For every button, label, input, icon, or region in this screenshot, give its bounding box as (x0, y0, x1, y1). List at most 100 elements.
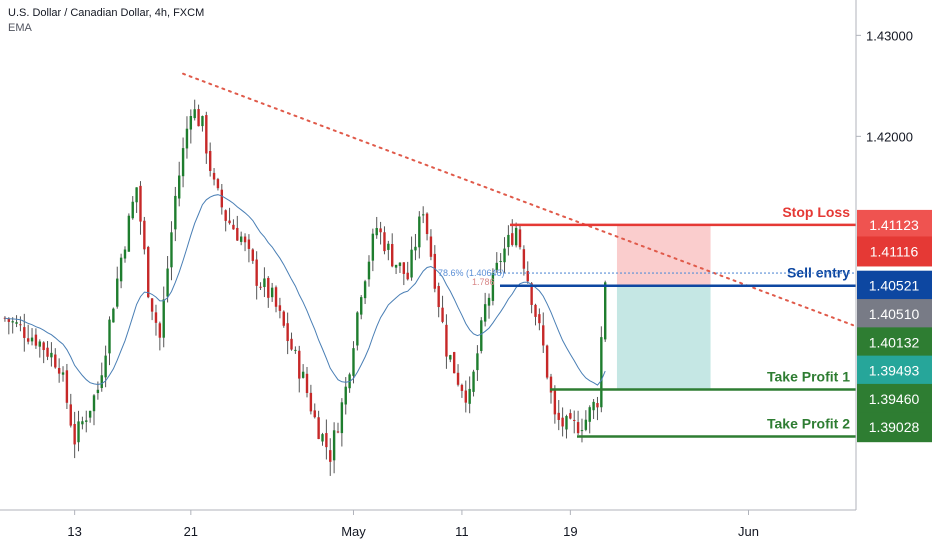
candle-body (596, 403, 599, 408)
time-tick-label: Jun (738, 524, 759, 539)
reward-zone (616, 285, 711, 390)
candle-body (185, 128, 189, 149)
candle-body (542, 325, 545, 346)
candle-body (383, 232, 386, 252)
candle-body (263, 278, 266, 288)
candle-body (181, 148, 185, 177)
resistance-trendline (182, 72, 855, 327)
candle-body (507, 234, 510, 248)
candle-body (441, 307, 444, 322)
price-badge-label: 1.40510 (869, 306, 920, 322)
candle-body (584, 419, 588, 430)
level-label: Take Profit 2 (767, 415, 850, 431)
candle-body (228, 220, 231, 224)
candle-body (391, 244, 394, 267)
candle-body (491, 272, 495, 301)
candle-body (360, 297, 363, 315)
price-badge (857, 209, 932, 240)
candle-body (499, 260, 502, 262)
candle-body (321, 434, 324, 442)
time-tick-label: 19 (563, 524, 577, 539)
candle-body (42, 342, 45, 351)
candle-body (73, 423, 76, 445)
time-tick-label: 21 (184, 524, 198, 539)
candle-body (410, 249, 413, 278)
trendline-layer[interactable] (182, 72, 855, 327)
candle-body (201, 116, 204, 127)
candle-body (251, 249, 254, 261)
candle-body (464, 390, 467, 403)
candle-body (309, 392, 313, 412)
candle-body (15, 322, 18, 324)
candle-body (476, 353, 479, 371)
indicator-label[interactable]: EMA (8, 22, 32, 34)
candle-body (398, 262, 402, 266)
fib-label: 78.6% (1.40646) (438, 268, 505, 278)
candle-body (371, 233, 375, 261)
candle-body (437, 286, 440, 308)
candle-body (119, 257, 123, 282)
candle-body (85, 420, 88, 422)
candle-body (100, 375, 103, 389)
level-label: Stop Loss (782, 204, 850, 220)
level-lines[interactable]: Stop Loss Sell entry Take Profit 1 Take Pro… (438, 204, 856, 438)
candle-body (96, 389, 100, 394)
candle-body (604, 282, 607, 340)
candle-body (116, 278, 119, 307)
candle-body (189, 115, 193, 130)
candle-body (267, 277, 270, 298)
candle-body (325, 433, 328, 448)
price-badge (857, 236, 932, 267)
candle-body (298, 350, 301, 379)
candle-body (135, 187, 138, 203)
candle-body (147, 247, 150, 298)
candle-body (433, 253, 437, 289)
candle-body (255, 259, 258, 286)
price-badge-label: 1.39028 (869, 419, 920, 435)
candle-body (294, 349, 297, 351)
candle-body (394, 264, 398, 268)
candle-body (487, 297, 491, 306)
candle-body (588, 407, 591, 422)
candle-body (557, 412, 560, 420)
candle-body (545, 345, 549, 378)
candle-body (421, 214, 425, 216)
time-tick-label: May (341, 524, 366, 539)
candle-body (576, 422, 580, 434)
candle-body (197, 109, 200, 127)
candle-body (569, 413, 572, 419)
candle-body (104, 355, 107, 378)
time-axis[interactable]: 13 21 May 11 19 Jun (0, 509, 856, 539)
candle-body (30, 337, 34, 342)
candle-body (290, 338, 293, 350)
price-badge (857, 383, 932, 414)
candle-body (50, 352, 53, 358)
candle-body (212, 172, 216, 180)
candle-body (452, 352, 456, 374)
candle-body (282, 311, 285, 326)
candle-body (162, 299, 165, 338)
candle-body (387, 243, 390, 250)
candle-body (429, 236, 433, 257)
candle-body (313, 410, 316, 418)
candle-body (336, 431, 340, 433)
candle-body (193, 109, 196, 119)
candle-body (57, 367, 61, 374)
candle-body (77, 421, 80, 443)
candle-body (514, 227, 518, 246)
chart-title: U.S. Dollar / Canadian Dollar, 4h, FXCM (8, 7, 205, 19)
candle-body (503, 248, 506, 263)
candle-body (274, 287, 278, 307)
time-tick-label: 13 (67, 524, 81, 539)
candle-body (92, 395, 96, 412)
price-axis[interactable]: 1.43000 1.42000 1.41123 1.41116 1.40521 1.405… (855, 0, 932, 510)
price-badge (857, 412, 932, 443)
candle-body (224, 210, 227, 221)
candle-body (243, 236, 247, 243)
candle-body (495, 262, 498, 270)
candle-body (553, 390, 557, 415)
price-badge (857, 355, 932, 386)
candle-body (483, 304, 487, 322)
candle-body (139, 185, 142, 222)
